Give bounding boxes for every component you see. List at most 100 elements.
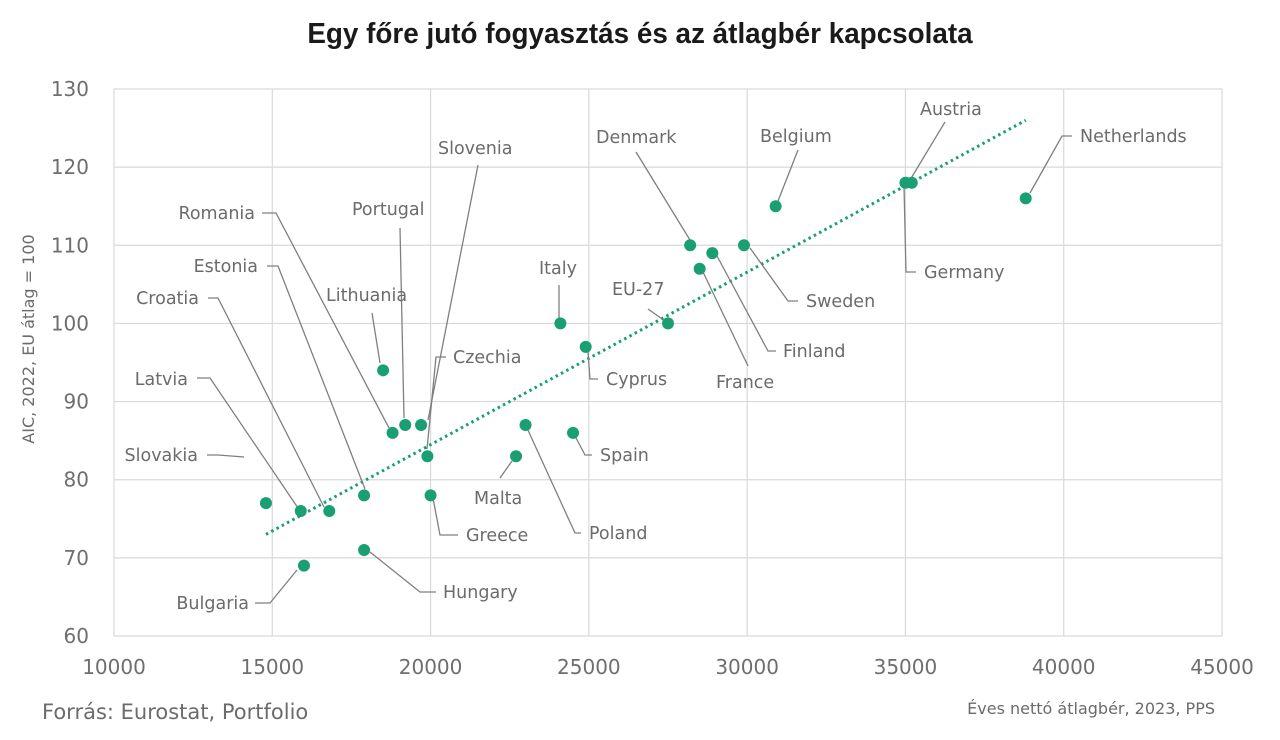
data-point [737, 239, 750, 252]
data-point [567, 426, 580, 439]
data-point [424, 489, 437, 502]
y-tick-label: 70 [64, 546, 89, 570]
point-label: Croatia [136, 289, 199, 309]
leader-line [399, 227, 405, 419]
data-point [519, 419, 532, 432]
leader-line [267, 265, 366, 490]
data-point [259, 497, 272, 510]
leader-line [702, 271, 749, 367]
leader-lines [197, 121, 1072, 604]
point-label: Belgium [760, 127, 832, 147]
source-note: Forrás: Eurostat, Portfolio [42, 700, 309, 724]
leader-line [432, 497, 458, 536]
point-label: Romania [178, 204, 255, 224]
data-point [386, 426, 399, 439]
point-label: Czechia [453, 348, 521, 368]
leader-line [749, 247, 798, 302]
data-point [706, 247, 719, 260]
data-point [769, 200, 782, 213]
leader-line [255, 569, 298, 604]
y-tick-label: 100 [51, 311, 89, 335]
data-point [358, 489, 371, 502]
point-label: France [716, 373, 774, 393]
point-label: Sweden [806, 292, 875, 312]
trendline-path [265, 118, 1027, 536]
x-tick-label: 10000 [82, 655, 146, 679]
leader-line [909, 121, 946, 181]
point-label: EU-27 [612, 280, 664, 300]
x-tick-label: 30000 [715, 655, 779, 679]
data-point [684, 239, 697, 252]
leader-line [197, 377, 299, 509]
leader-line [207, 454, 245, 458]
point-label: Finland [783, 342, 846, 362]
point-label: Cyprus [606, 370, 667, 390]
leader-line [635, 151, 691, 241]
leader-line [371, 312, 381, 364]
data-point [1019, 192, 1032, 205]
point-label: Portugal [352, 200, 424, 220]
point-label: Estonia [194, 257, 258, 277]
x-tick-label: 40000 [1032, 655, 1096, 679]
data-point [399, 419, 412, 432]
y-tick-label: 60 [64, 624, 89, 648]
point-label: Germany [924, 263, 1004, 283]
leader-line [716, 255, 776, 352]
point-label: Spain [600, 446, 649, 466]
data-point [323, 504, 336, 517]
trendline [265, 118, 1027, 536]
data-point [421, 450, 434, 463]
data-point [579, 340, 592, 353]
data-points [259, 176, 1032, 572]
data-point [297, 559, 310, 572]
x-tick-label: 25000 [557, 655, 621, 679]
leader-line [526, 427, 581, 534]
y-tick-label: 110 [51, 233, 89, 257]
chart-title: Egy főre jutó fogyasztás és az átlagbér … [307, 18, 973, 50]
data-point [905, 176, 918, 189]
point-labels: Slovakia Latvia Croatia Bulgaria Estonia Hung… [125, 100, 1187, 614]
data-point [415, 419, 428, 432]
data-point [294, 504, 307, 517]
x-tick-label: 20000 [399, 655, 463, 679]
leader-line [499, 460, 513, 479]
data-point [662, 317, 674, 330]
point-label: Slovenia [438, 139, 512, 159]
data-point [554, 317, 567, 330]
data-point [693, 262, 706, 275]
point-label: Italy [539, 259, 577, 279]
leader-line [777, 149, 799, 202]
data-point [358, 544, 371, 557]
y-tick-label: 90 [64, 390, 89, 414]
leader-line [262, 212, 390, 429]
point-label: Netherlands [1080, 127, 1187, 147]
leader-line [369, 551, 436, 593]
point-label: Slovakia [125, 446, 198, 466]
leader-line [208, 297, 325, 508]
point-label: Poland [589, 524, 647, 544]
point-label: Malta [474, 489, 522, 509]
point-label: Hungary [443, 583, 518, 603]
data-point [510, 450, 523, 463]
x-tick-label: 35000 [874, 655, 938, 679]
point-label: Greece [466, 526, 528, 546]
x-axis-label: Éves nettó átlagbér, 2023, PPS [967, 699, 1215, 718]
y-tick-label: 130 [51, 77, 89, 101]
point-label: Bulgaria [176, 594, 249, 614]
leader-line [587, 351, 598, 380]
leader-line [903, 185, 916, 273]
leader-line [574, 435, 592, 456]
grid [113, 88, 1223, 637]
x-tick-label: 45000 [1190, 655, 1254, 679]
axis-ticks: 60 70 80 90 100 110 120 130 10000 15000 20000 25000… [51, 77, 1254, 679]
point-label: Austria [920, 100, 982, 120]
y-axis-label: AIC, 2022, EU átlag = 100 [19, 234, 38, 443]
leader-line [427, 164, 479, 421]
point-label: Latvia [135, 370, 188, 390]
leader-line [1029, 135, 1072, 194]
y-tick-label: 80 [64, 468, 89, 492]
point-label: Denmark [596, 128, 677, 148]
x-tick-label: 15000 [240, 655, 304, 679]
y-tick-label: 120 [51, 155, 89, 179]
